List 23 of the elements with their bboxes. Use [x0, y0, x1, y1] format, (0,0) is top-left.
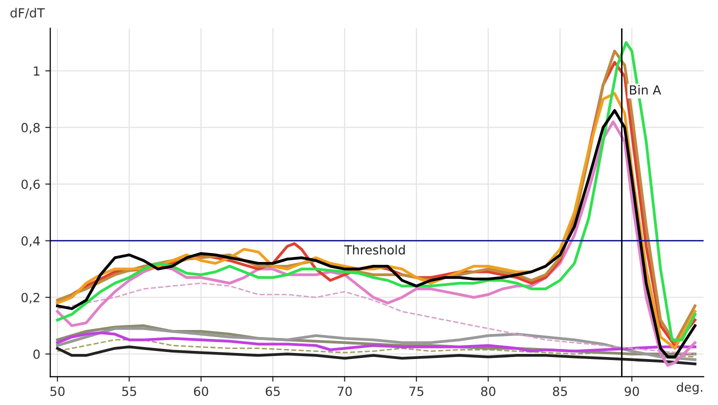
y-tick-label: 0,2 — [21, 292, 40, 304]
x-tick-label: 85 — [552, 386, 567, 396]
y-tick-label: 1 — [34, 66, 40, 76]
y-tick-label: 0,8 — [21, 122, 40, 134]
y-tick-label: 0,6 — [21, 180, 40, 190]
x-tick-label: 50 — [50, 386, 65, 396]
x-tick-label: 60 — [194, 386, 208, 396]
line-series — [56, 282, 696, 355]
line-series — [56, 346, 696, 366]
x-tick-label: 65 — [266, 386, 280, 396]
line-series — [56, 331, 696, 353]
line-series — [56, 327, 696, 362]
x-tick-label: 55 — [122, 386, 136, 396]
ref-line-label: Threshold — [344, 244, 405, 255]
y-axis-title: dF/dT — [10, 8, 45, 19]
y-tick-label: 0,4 — [21, 236, 40, 247]
x-tick-label: 75 — [410, 386, 424, 396]
x-tick-label: 70 — [338, 386, 352, 396]
y-tick-label: 0 — [33, 349, 40, 359]
ref-line-label: Bin A — [630, 84, 662, 94]
x-tick-label: 90 — [624, 386, 639, 396]
x-tick-label: 80 — [481, 386, 496, 396]
x-axis-title: deg. — [676, 382, 702, 394]
